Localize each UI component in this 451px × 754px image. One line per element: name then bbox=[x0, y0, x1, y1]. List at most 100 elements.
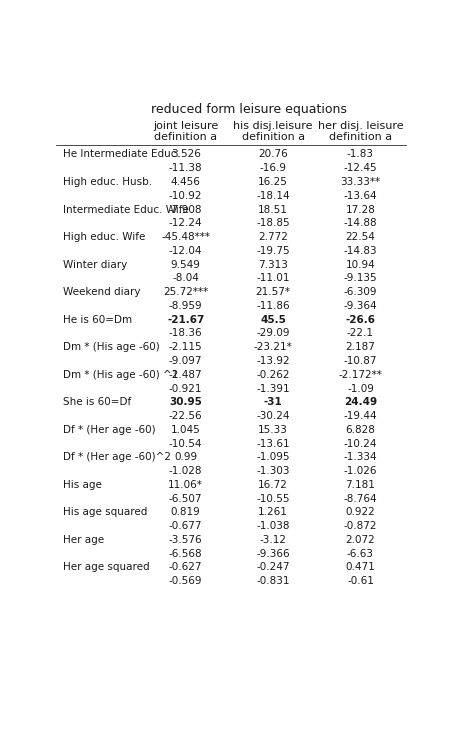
Text: -31: -31 bbox=[264, 397, 282, 407]
Text: 45.5: 45.5 bbox=[260, 314, 286, 325]
Text: -1.487: -1.487 bbox=[169, 369, 202, 380]
Text: -22.56: -22.56 bbox=[169, 411, 202, 421]
Text: He is 60=Dm: He is 60=Dm bbox=[63, 314, 133, 325]
Text: joint leisure: joint leisure bbox=[153, 121, 218, 130]
Text: -0.569: -0.569 bbox=[169, 576, 202, 587]
Text: 17.28: 17.28 bbox=[345, 204, 375, 215]
Text: -12.24: -12.24 bbox=[169, 219, 202, 228]
Text: He Intermediate Educ.: He Intermediate Educ. bbox=[63, 149, 180, 160]
Text: Df * (Her age -60): Df * (Her age -60) bbox=[63, 425, 156, 435]
Text: -6.507: -6.507 bbox=[169, 494, 202, 504]
Text: -10.24: -10.24 bbox=[344, 439, 377, 449]
Text: 10.94: 10.94 bbox=[345, 259, 375, 270]
Text: -16.9: -16.9 bbox=[260, 164, 286, 173]
Text: -1.095: -1.095 bbox=[256, 452, 290, 462]
Text: -23.21*: -23.21* bbox=[254, 342, 292, 352]
Text: 30.95: 30.95 bbox=[169, 397, 202, 407]
Text: -9.097: -9.097 bbox=[169, 356, 202, 366]
Text: -6.309: -6.309 bbox=[344, 287, 377, 297]
Text: -18.14: -18.14 bbox=[256, 191, 290, 201]
Text: -14.88: -14.88 bbox=[344, 219, 377, 228]
Text: -11.38: -11.38 bbox=[169, 164, 202, 173]
Text: -19.75: -19.75 bbox=[256, 246, 290, 256]
Text: Her age squared: Her age squared bbox=[63, 562, 150, 572]
Text: 6.828: 6.828 bbox=[345, 425, 375, 435]
Text: -9.364: -9.364 bbox=[344, 301, 377, 311]
Text: -9.366: -9.366 bbox=[256, 549, 290, 559]
Text: His age squared: His age squared bbox=[63, 507, 148, 517]
Text: -10.87: -10.87 bbox=[344, 356, 377, 366]
Text: Intermediate Educ. Wife: Intermediate Educ. Wife bbox=[63, 204, 189, 215]
Text: her disj. leisure: her disj. leisure bbox=[318, 121, 403, 130]
Text: -18.85: -18.85 bbox=[256, 219, 290, 228]
Text: 7.313: 7.313 bbox=[258, 259, 288, 270]
Text: -11.01: -11.01 bbox=[256, 274, 290, 284]
Text: -0.872: -0.872 bbox=[344, 521, 377, 531]
Text: -8.764: -8.764 bbox=[344, 494, 377, 504]
Text: 33.33**: 33.33** bbox=[341, 177, 381, 187]
Text: -2.115: -2.115 bbox=[169, 342, 202, 352]
Text: -10.55: -10.55 bbox=[256, 494, 290, 504]
Text: 16.72: 16.72 bbox=[258, 480, 288, 490]
Text: 2.772: 2.772 bbox=[258, 232, 288, 242]
Text: 0.819: 0.819 bbox=[171, 507, 201, 517]
Text: 16.25: 16.25 bbox=[258, 177, 288, 187]
Text: -6.63: -6.63 bbox=[347, 549, 374, 559]
Text: 25.72***: 25.72*** bbox=[163, 287, 208, 297]
Text: Df * (Her age -60)^2: Df * (Her age -60)^2 bbox=[63, 452, 171, 462]
Text: Her age: Her age bbox=[63, 535, 105, 545]
Text: -3.12: -3.12 bbox=[260, 535, 286, 545]
Text: -1.038: -1.038 bbox=[256, 521, 290, 531]
Text: 20.76: 20.76 bbox=[258, 149, 288, 160]
Text: His age: His age bbox=[63, 480, 102, 490]
Text: -1.334: -1.334 bbox=[344, 452, 377, 462]
Text: 18.51: 18.51 bbox=[258, 204, 288, 215]
Text: 15.33: 15.33 bbox=[258, 425, 288, 435]
Text: -3.576: -3.576 bbox=[169, 535, 202, 545]
Text: -1.303: -1.303 bbox=[256, 466, 290, 476]
Text: -2.172**: -2.172** bbox=[339, 369, 382, 380]
Text: -7.908: -7.908 bbox=[169, 204, 202, 215]
Text: 24.49: 24.49 bbox=[344, 397, 377, 407]
Text: definition a: definition a bbox=[242, 131, 304, 142]
Text: She is 60=Df: She is 60=Df bbox=[63, 397, 132, 407]
Text: 0.99: 0.99 bbox=[174, 452, 197, 462]
Text: -8.959: -8.959 bbox=[169, 301, 202, 311]
Text: -13.61: -13.61 bbox=[256, 439, 290, 449]
Text: -12.04: -12.04 bbox=[169, 246, 202, 256]
Text: -6.568: -6.568 bbox=[169, 549, 202, 559]
Text: definition a: definition a bbox=[329, 131, 392, 142]
Text: -1.09: -1.09 bbox=[347, 384, 374, 394]
Text: 9.549: 9.549 bbox=[171, 259, 201, 270]
Text: his disj.leisure: his disj.leisure bbox=[233, 121, 313, 130]
Text: 11.06*: 11.06* bbox=[168, 480, 203, 490]
Text: -22.1: -22.1 bbox=[347, 329, 374, 339]
Text: definition a: definition a bbox=[154, 131, 217, 142]
Text: 3.526: 3.526 bbox=[171, 149, 201, 160]
Text: 4.456: 4.456 bbox=[171, 177, 201, 187]
Text: -14.83: -14.83 bbox=[344, 246, 377, 256]
Text: -12.45: -12.45 bbox=[344, 164, 377, 173]
Text: -0.627: -0.627 bbox=[169, 562, 202, 572]
Text: -0.61: -0.61 bbox=[347, 576, 374, 587]
Text: -13.92: -13.92 bbox=[256, 356, 290, 366]
Text: -8.04: -8.04 bbox=[172, 274, 199, 284]
Text: -10.92: -10.92 bbox=[169, 191, 202, 201]
Text: 21.57*: 21.57* bbox=[256, 287, 290, 297]
Text: Winter diary: Winter diary bbox=[63, 259, 128, 270]
Text: 0.922: 0.922 bbox=[345, 507, 375, 517]
Text: -19.44: -19.44 bbox=[344, 411, 377, 421]
Text: -1.391: -1.391 bbox=[256, 384, 290, 394]
Text: 0.471: 0.471 bbox=[345, 562, 375, 572]
Text: 1.045: 1.045 bbox=[171, 425, 201, 435]
Text: -21.67: -21.67 bbox=[167, 314, 204, 325]
Text: -9.135: -9.135 bbox=[344, 274, 377, 284]
Text: -30.24: -30.24 bbox=[256, 411, 290, 421]
Text: -1.83: -1.83 bbox=[347, 149, 374, 160]
Text: Dm * (His age -60) ^2: Dm * (His age -60) ^2 bbox=[63, 369, 179, 380]
Text: -29.09: -29.09 bbox=[256, 329, 290, 339]
Text: -26.6: -26.6 bbox=[345, 314, 376, 325]
Text: 7.181: 7.181 bbox=[345, 480, 375, 490]
Text: 22.54: 22.54 bbox=[345, 232, 375, 242]
Text: -0.921: -0.921 bbox=[169, 384, 202, 394]
